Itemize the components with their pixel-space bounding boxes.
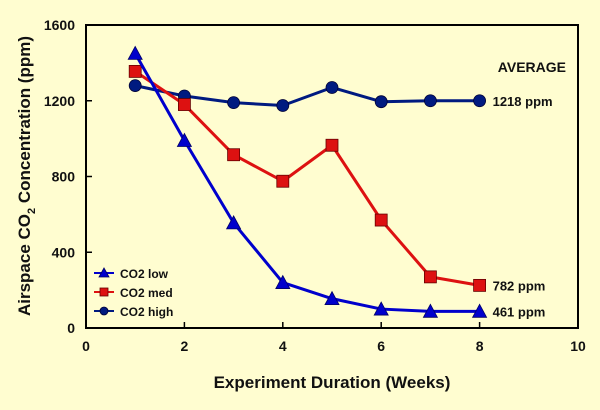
data-point-square xyxy=(374,213,388,227)
x-tick-label: 4 xyxy=(279,338,287,354)
x-axis-label: Experiment Duration (Weeks) xyxy=(214,373,451,392)
data-point-circle xyxy=(473,94,487,108)
y-axis-label-subscript: 2 xyxy=(26,208,38,214)
legend-label: CO2 med xyxy=(120,286,173,300)
data-point-triangle xyxy=(275,274,291,289)
data-point-square xyxy=(177,98,191,111)
y-axis-label: Airspace CO2 Concentration (ppm) xyxy=(15,36,38,316)
data-point-circle xyxy=(374,95,388,109)
data-point-circle xyxy=(325,81,339,94)
x-tick-label: 10 xyxy=(570,338,586,354)
data-point-triangle xyxy=(127,45,143,60)
data-point-square xyxy=(325,138,339,152)
data-point-triangle xyxy=(176,132,193,147)
y-axis-label-part1: Airspace CO xyxy=(15,214,34,316)
legend-item: CO2 low xyxy=(94,267,169,281)
series-line xyxy=(133,52,480,313)
data-point-triangle xyxy=(98,267,110,278)
data-point-square xyxy=(276,174,290,188)
series-line xyxy=(134,84,480,107)
average-annotation: 782 ppm xyxy=(493,278,546,293)
series-co2-med xyxy=(128,64,487,292)
y-tick-label: 400 xyxy=(52,244,76,260)
legend-item: CO2 med xyxy=(94,286,173,300)
legend-item: CO2 high xyxy=(94,305,173,319)
data-point-square xyxy=(473,278,487,292)
x-tick-label: 6 xyxy=(377,338,385,354)
data-point-triangle xyxy=(373,301,389,316)
series-co2-low xyxy=(127,45,488,318)
x-tick-label: 0 xyxy=(82,338,90,354)
average-annotation: 461 ppm xyxy=(493,304,546,319)
data-point-square xyxy=(227,148,241,162)
y-tick-label: 1200 xyxy=(44,93,75,109)
data-point-triangle xyxy=(225,215,242,230)
y-tick-label: 1600 xyxy=(44,17,75,33)
data-point-square xyxy=(99,287,109,297)
data-point-circle xyxy=(99,306,109,316)
data-point-circle xyxy=(227,96,241,110)
legend-label: CO2 high xyxy=(120,305,173,319)
data-point-circle xyxy=(423,94,437,108)
data-point-square xyxy=(423,270,437,284)
series-line xyxy=(134,70,480,287)
y-tick-label: 0 xyxy=(67,320,75,336)
data-point-circle xyxy=(276,99,290,112)
y-axis-label-part2: Concentration (ppm) xyxy=(15,36,34,208)
average-annotation: 1218 ppm xyxy=(493,94,553,109)
data-point-square xyxy=(128,64,142,78)
data-point-triangle xyxy=(422,303,439,318)
data-point-triangle xyxy=(471,303,488,318)
legend-label: CO2 low xyxy=(120,267,169,281)
average-header: AVERAGE xyxy=(498,59,566,75)
y-tick-label: 800 xyxy=(52,169,76,185)
x-tick-label: 8 xyxy=(476,338,484,354)
data-point-circle xyxy=(128,79,142,92)
data-point-triangle xyxy=(324,290,340,306)
x-tick-label: 2 xyxy=(181,338,189,354)
